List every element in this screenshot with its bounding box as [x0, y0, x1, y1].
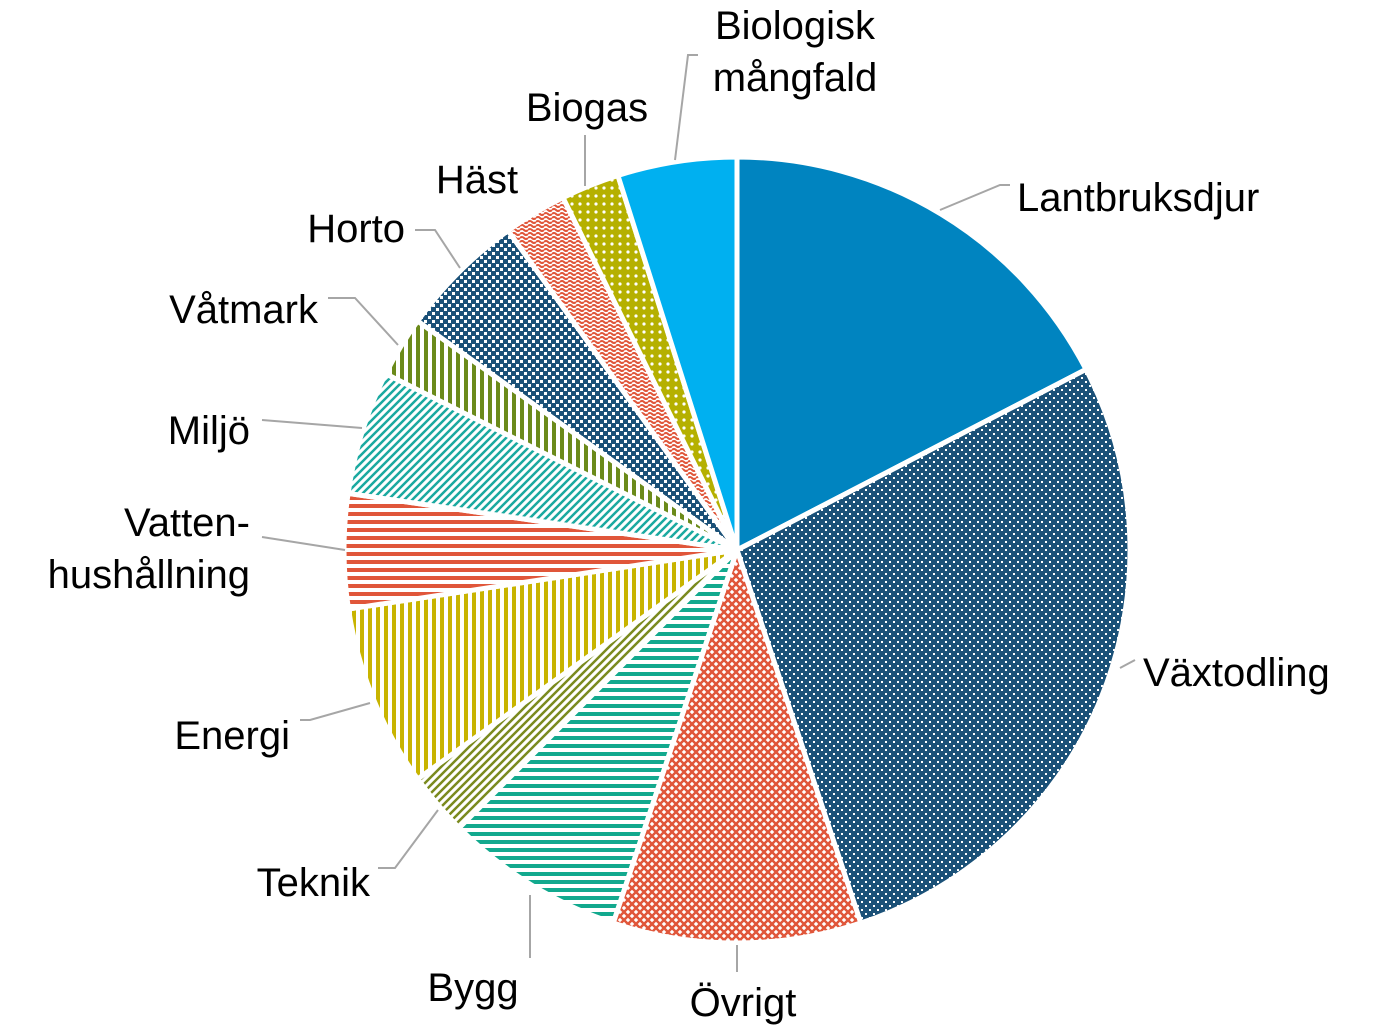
leader-line — [939, 184, 1010, 211]
slice-label: Våtmark — [169, 288, 319, 332]
leader-line — [1119, 659, 1136, 669]
leader-line — [328, 297, 399, 346]
pie-slice — [456, 547, 740, 926]
pie-slice — [734, 366, 1133, 926]
leader-line — [300, 702, 371, 721]
slice-label: Växtodling — [1143, 651, 1330, 695]
leader-line — [674, 54, 698, 161]
slice-label: Miljö — [168, 409, 250, 453]
slice-label: Övrigt — [690, 981, 797, 1025]
slice-label: Teknik — [257, 861, 371, 905]
slice-label: Biogas — [526, 86, 648, 130]
leader-line — [415, 229, 461, 269]
slice-label: Energi — [174, 714, 290, 758]
pie-slice — [610, 547, 864, 946]
slice-label: Horto — [307, 207, 405, 251]
slice-label: Bygg — [427, 966, 518, 1010]
leader-line — [378, 809, 439, 869]
pie-slice — [345, 547, 740, 782]
slice-label: Häst — [436, 158, 518, 202]
leader-line — [261, 536, 346, 551]
slice-label: Lantbruksdjur — [1017, 176, 1259, 220]
pie-slice — [734, 154, 1089, 553]
leader-line — [261, 419, 363, 429]
slice-label: Vatten-hushållning — [48, 501, 250, 597]
pie-slice — [615, 154, 740, 553]
slice-label: Biologisk mångfald — [713, 4, 878, 100]
